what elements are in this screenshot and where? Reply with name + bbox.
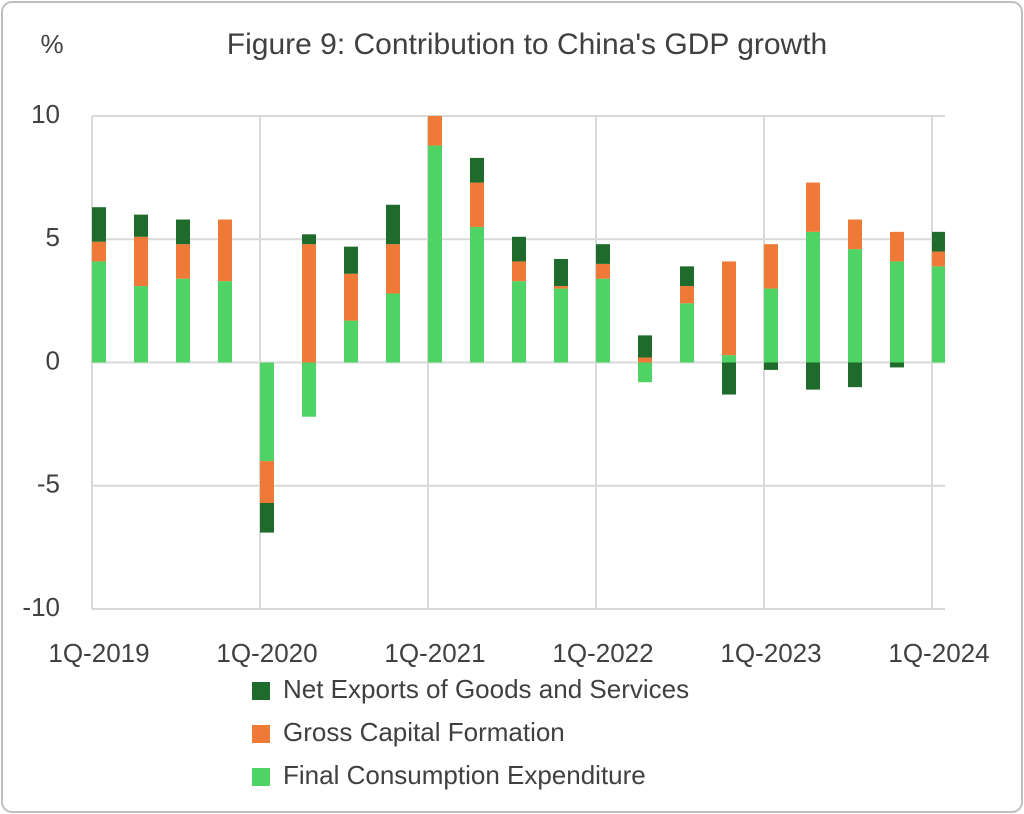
bar-segment — [134, 286, 148, 363]
x-tick-label: 1Q-2022 — [552, 638, 653, 668]
bar-segment — [932, 231, 945, 252]
bar-segment — [344, 320, 358, 363]
bar-segment — [428, 145, 442, 363]
bar-segment — [890, 261, 904, 363]
legend-label: Net Exports of Goods and Services — [283, 674, 689, 704]
legend-swatch — [252, 768, 270, 786]
bar-segment — [386, 204, 400, 245]
bar-segment — [638, 357, 652, 363]
bar-segment — [554, 286, 568, 289]
bar-segment — [176, 278, 190, 363]
bar-segment — [722, 355, 736, 363]
bar-segment — [218, 219, 232, 282]
y-tick-label: 10 — [31, 99, 60, 129]
bar-segment — [722, 362, 736, 395]
bar-segment — [596, 244, 610, 264]
bar-segment — [134, 236, 148, 287]
bar-segment — [848, 249, 862, 363]
bar-segment — [680, 286, 694, 304]
bar-segment — [932, 251, 945, 267]
y-tick-label: 0 — [46, 345, 60, 375]
bar-segment — [806, 362, 820, 390]
bar-segment — [512, 236, 526, 262]
bar-segment — [890, 362, 904, 368]
bar-segment — [932, 266, 945, 363]
x-tick-label: 1Q-2020 — [216, 638, 317, 668]
x-tick-label: 1Q-2023 — [720, 638, 821, 668]
bar-segment — [92, 261, 106, 363]
chart-title: Figure 9: Contribution to China's GDP gr… — [227, 28, 827, 61]
bar-segment — [134, 214, 148, 237]
bar-segment — [428, 116, 442, 146]
bar-segment — [302, 244, 316, 363]
legend-swatch — [252, 682, 270, 700]
legend-swatch — [252, 725, 270, 743]
bar-segment — [512, 261, 526, 282]
bar-segment — [680, 266, 694, 287]
bar-segment — [470, 226, 484, 363]
y-axis-label: % — [40, 29, 63, 59]
x-tick-label: 1Q-2024 — [888, 638, 989, 668]
bar-segment — [848, 362, 862, 388]
bar-segment — [470, 182, 484, 227]
bar-segment — [764, 288, 778, 363]
bar-segment — [512, 281, 526, 363]
bar-segment — [554, 288, 568, 363]
bar-segment — [260, 503, 274, 533]
bar-segment — [638, 335, 652, 358]
bar-segment — [344, 246, 358, 274]
bar-segment — [302, 234, 316, 245]
bar-segment — [848, 219, 862, 250]
bar-segment — [890, 231, 904, 262]
bar-segment — [596, 263, 610, 279]
bar-segment — [638, 362, 652, 383]
bar-segment — [806, 182, 820, 232]
bar-segment — [302, 362, 316, 417]
bar-segment — [92, 241, 106, 262]
y-tick-label: -5 — [37, 469, 60, 499]
x-tick-label: 1Q-2019 — [48, 638, 149, 668]
bar-segment — [344, 273, 358, 321]
bar-segment — [764, 244, 778, 289]
bar-segment — [260, 362, 274, 462]
legend-label: Gross Capital Formation — [283, 717, 565, 747]
bar-segment — [680, 303, 694, 363]
bar-segment — [386, 244, 400, 294]
y-tick-label: -10 — [22, 592, 60, 622]
bar-segment — [554, 258, 568, 287]
x-tick-label: 1Q-2021 — [384, 638, 485, 668]
bar-segment — [176, 219, 190, 245]
bar-segment — [764, 362, 778, 370]
legend-label: Final Consumption Expenditure — [283, 760, 646, 790]
y-tick-label: 5 — [46, 222, 60, 252]
bar-segment — [386, 293, 400, 363]
bar-segment — [470, 157, 484, 183]
bar-segment — [218, 281, 232, 363]
bar-segment — [92, 207, 106, 242]
bars — [92, 116, 945, 533]
bar-segment — [260, 461, 274, 504]
bar-segment — [806, 231, 820, 363]
bar-segment — [596, 278, 610, 363]
bar-segment — [176, 244, 190, 279]
bar-segment — [722, 261, 736, 356]
